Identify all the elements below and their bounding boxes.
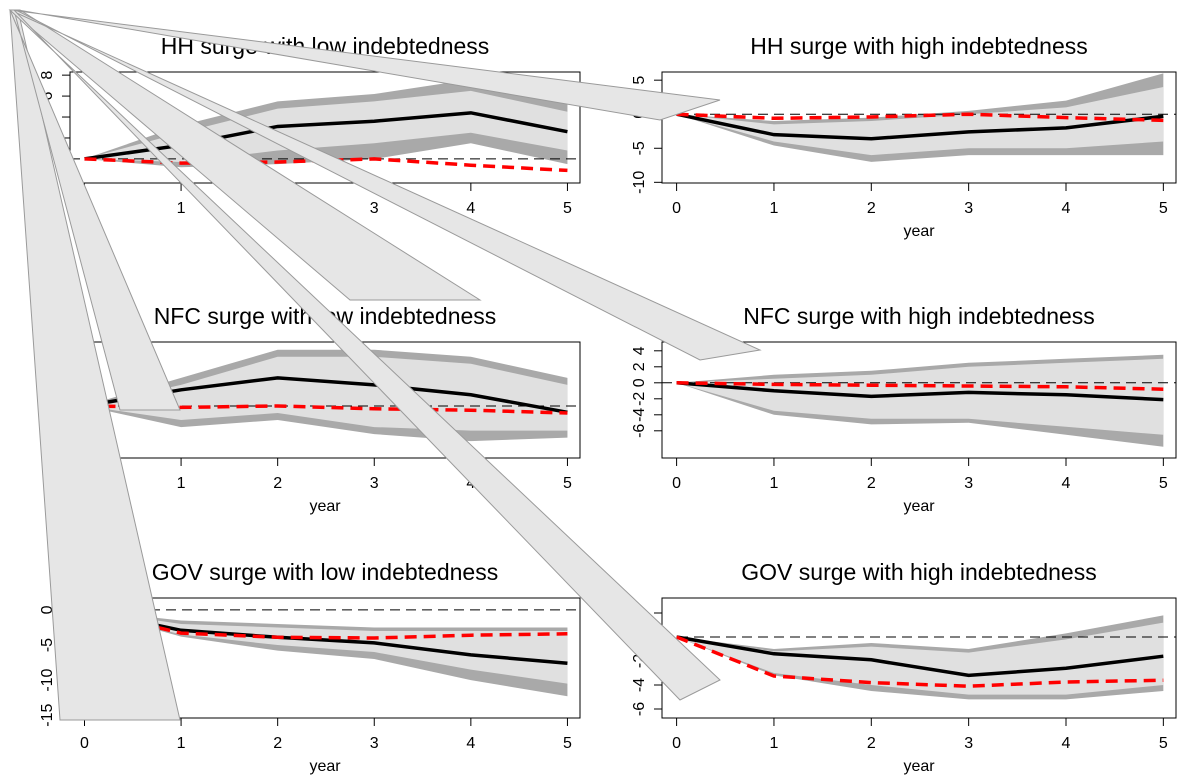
x-tick-label: 4: [466, 735, 475, 752]
y-tick-label: -2: [631, 392, 648, 406]
x-tick-label: 2: [273, 200, 282, 217]
y-tick-label: 2: [631, 608, 648, 617]
series-line: [676, 381, 1164, 391]
series-line: [675, 635, 1164, 688]
y-tick-label: 0: [631, 110, 648, 119]
x-tick-label: 1: [177, 735, 186, 752]
panel-title: NFC surge with low indebtedness: [154, 303, 497, 329]
x-tick-label: 0: [80, 475, 89, 492]
x-tick-label: 4: [466, 200, 475, 217]
y-tick-label: 2: [39, 133, 56, 142]
x-axis-label: year: [309, 223, 341, 240]
x-tick-label: 4: [1062, 735, 1071, 752]
x-tick-label: 2: [273, 735, 282, 752]
y-tick-label: -2: [39, 413, 56, 427]
x-tick-label: 0: [672, 475, 681, 492]
x-tick-label: 3: [964, 475, 973, 492]
x-tick-label: 5: [563, 475, 572, 492]
x-tick-label: 5: [1159, 475, 1168, 492]
series-line: [676, 635, 1164, 678]
y-tick-label: 0: [39, 605, 56, 614]
band: [676, 622, 1164, 695]
x-tick-label: 2: [867, 735, 876, 752]
y-tick-label: -2: [631, 654, 648, 668]
x-tick-label: 4: [1062, 200, 1071, 217]
band: [676, 358, 1164, 435]
x-tick-label: 0: [672, 735, 681, 752]
y-tick-label: -6: [631, 702, 648, 716]
x-tick-label: 3: [370, 475, 379, 492]
x-tick-label: 1: [177, 475, 186, 492]
y-tick-label: 0: [631, 378, 648, 387]
y-tick-label: -5: [39, 638, 56, 652]
x-tick-label: 1: [769, 200, 778, 217]
y-tick-label: 0: [39, 154, 56, 163]
x-tick-label: 4: [466, 475, 475, 492]
panel: HH surge with low indebtedness 0 1 2 3 4 5 year…: [39, 33, 581, 240]
x-axis-label: year: [309, 498, 341, 515]
x-tick-label: 3: [964, 200, 973, 217]
x-tick-label: 4: [1062, 475, 1071, 492]
y-tick-label: -2: [39, 173, 56, 187]
band: [676, 86, 1164, 156]
x-tick-label: 1: [177, 200, 186, 217]
y-tick-label: 0: [39, 401, 56, 410]
panel: GOV surge with low indebtedness 0 1 2 3 4 5 yea…: [39, 559, 581, 775]
y-tick-label: -10: [631, 171, 648, 194]
x-tick-label: 5: [1159, 735, 1168, 752]
panel: GOV surge with high indebtedness 0 1 2 3 4 5 ye…: [631, 559, 1177, 775]
panel-title: GOV surge with low indebtedness: [152, 559, 498, 585]
y-tick-label: -4: [631, 678, 648, 692]
x-tick-label: 5: [563, 735, 572, 752]
y-tick-label: -5: [631, 141, 648, 155]
panel-title: HH surge with low indebtedness: [161, 33, 490, 59]
x-axis-label: year: [903, 758, 935, 775]
x-tick-label: 5: [563, 200, 572, 217]
y-tick-label: 4: [631, 346, 648, 355]
panel-title: GOV surge with high indebtedness: [741, 559, 1096, 585]
y-tick-label: 2: [39, 387, 56, 396]
x-tick-label: 0: [80, 200, 89, 217]
y-tick-label: 8: [39, 71, 56, 80]
x-axis-label: year: [903, 223, 935, 240]
panel-title: NFC surge with high indebtedness: [743, 303, 1095, 329]
y-tick-label: 2: [631, 362, 648, 371]
x-tick-label: 1: [769, 735, 778, 752]
y-tick-label: 4: [39, 112, 56, 121]
y-tick-label: 5: [631, 76, 648, 85]
y-tick-label: 6: [39, 359, 56, 368]
series-line: [676, 381, 1164, 402]
x-tick-label: 2: [273, 475, 282, 492]
x-tick-label: 0: [80, 735, 89, 752]
panel-title: HH surge with high indebtedness: [750, 33, 1088, 59]
y-tick-label: -10: [39, 668, 56, 691]
x-tick-label: 5: [1159, 200, 1168, 217]
y-tick-label: 4: [39, 373, 56, 382]
y-tick-label: -4: [39, 427, 56, 441]
x-tick-label: 2: [867, 475, 876, 492]
x-axis-label: year: [903, 498, 935, 515]
y-tick-label: -6: [631, 424, 648, 438]
y-tick-label: 0: [631, 632, 648, 641]
panel: NFC surge with high indebtedness 0 1 2 3 4 5 ye…: [631, 303, 1177, 515]
x-tick-label: 2: [867, 200, 876, 217]
panel: HH surge with high indebtedness 0 1 2 3 4 5 yea…: [631, 33, 1177, 240]
x-tick-label: 3: [964, 735, 973, 752]
panel: NFC surge with low indebtedness 0 1 2 3 4 5 yea…: [39, 303, 581, 515]
y-tick-label: -15: [39, 704, 56, 727]
x-tick-label: 0: [672, 200, 681, 217]
band: [84, 609, 568, 684]
x-axis-label: year: [309, 758, 341, 775]
x-tick-label: 3: [370, 735, 379, 752]
x-tick-label: 1: [769, 475, 778, 492]
x-tick-label: 3: [370, 200, 379, 217]
y-tick-label: 6: [39, 92, 56, 101]
y-tick-label: -4: [631, 408, 648, 422]
